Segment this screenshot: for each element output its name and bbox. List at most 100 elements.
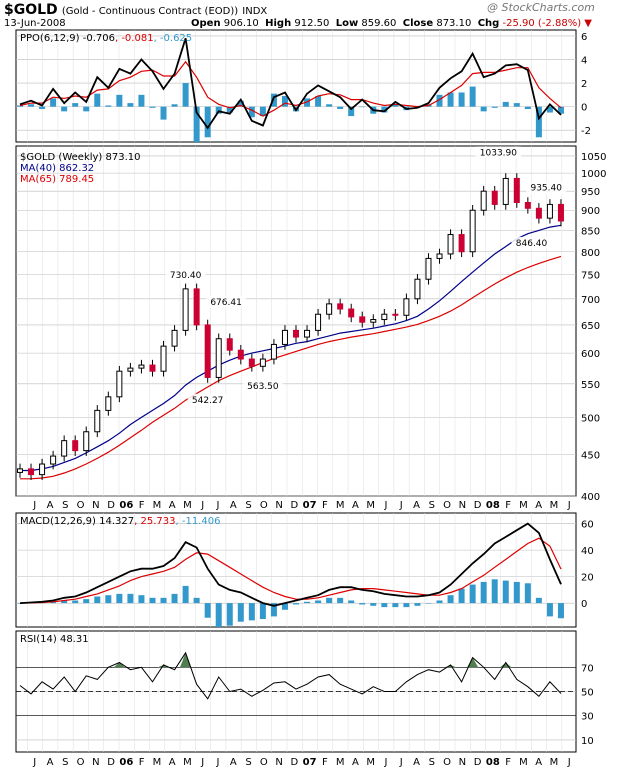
candle-body <box>193 288 200 326</box>
x-tick-label: S <box>429 500 435 511</box>
candle-body <box>425 257 432 280</box>
x-tick-label: J <box>399 757 403 768</box>
ppo-hist-bar <box>248 106 255 118</box>
macd-hist-bar <box>546 603 553 617</box>
price-annotation: 730.40 <box>170 271 202 281</box>
x-tick-label: F <box>139 500 145 511</box>
candle-body <box>171 329 178 347</box>
ppo-hist-bar <box>535 106 542 138</box>
x-tick-label: A <box>169 757 176 768</box>
x-tick-label: M <box>336 500 345 511</box>
x-tick-label: M <box>519 500 528 511</box>
candle-body <box>94 409 101 433</box>
macd-hist-bar <box>281 603 288 610</box>
annotation-bg <box>526 181 567 194</box>
ppo-hist-bar <box>326 104 333 107</box>
ppo-hist-bar <box>204 106 211 138</box>
x-tick-label: M <box>366 757 375 768</box>
candle-body <box>17 468 23 473</box>
macd-hist-bar <box>337 597 344 604</box>
macd-hist-bar <box>491 579 498 604</box>
rsi-overbought-fill <box>180 652 192 668</box>
candle-body <box>215 338 222 378</box>
ppo-hist-bar <box>17 105 23 107</box>
x-tick-label: O <box>443 500 451 511</box>
ppo-hist-bar <box>171 104 178 107</box>
ppo-hist-bar <box>546 106 553 113</box>
close-label: Close <box>402 18 434 29</box>
ppo-hist-bar <box>491 106 498 108</box>
x-tick-label: A <box>413 500 420 511</box>
open-label: Open <box>191 18 221 29</box>
candle-body <box>381 313 388 321</box>
ppo-hist-bar <box>557 106 564 114</box>
x-tick-label: A <box>352 500 359 511</box>
x-tick-label: S <box>62 757 68 768</box>
candle-body <box>270 343 277 360</box>
macd-hist-bar <box>403 603 410 608</box>
annotation-bg <box>206 295 247 308</box>
x-tick-label: A <box>535 500 542 511</box>
x-tick-label: D <box>290 757 298 768</box>
ppo-hist-bar <box>480 106 487 112</box>
ppo-hist-bar <box>469 86 476 107</box>
ppo-hist-bar <box>182 83 189 107</box>
candle-body <box>447 234 454 255</box>
x-tick-label: J <box>216 500 220 511</box>
y-tick-label: 1000 <box>581 169 606 180</box>
x-tick-label: F <box>505 500 511 511</box>
ppo-hist-bar <box>392 104 399 107</box>
candle-body <box>392 313 399 316</box>
macd-hist-bar <box>513 581 520 604</box>
x-tick-label: M <box>336 757 345 768</box>
macd-hist-bar <box>469 584 476 604</box>
macd-hist-bar <box>480 581 487 604</box>
x-tick-label: A <box>47 757 54 768</box>
x-tick-label: 06 <box>119 757 133 768</box>
macd-hist-bar <box>83 599 90 604</box>
annotation-bg <box>475 146 522 159</box>
macd-hist-bar <box>17 603 23 604</box>
y-tick-label: 4 <box>581 55 587 66</box>
price-annotation: 1033.90 <box>480 148 517 158</box>
y-tick-label: 650 <box>581 321 600 332</box>
macd-hist-bar <box>370 603 377 606</box>
ma-legend-item: MA(65) 789.45 <box>20 174 94 185</box>
x-tick-label: D <box>290 500 298 511</box>
macd-hist-bar <box>215 603 222 627</box>
chg-value: -25.90 (-2.88%) <box>502 18 582 29</box>
macd-hist-bar <box>204 603 211 618</box>
ppo-hist-bar <box>116 94 123 107</box>
chg-down-icon: ▼ <box>584 18 592 29</box>
x-tick-label: S <box>245 757 251 768</box>
rsi-legend: RSI(14) 48.31 <box>20 634 89 645</box>
candle-body <box>337 303 344 310</box>
x-tick-label: M <box>550 500 559 511</box>
x-tick-label: J <box>383 757 387 768</box>
ppo-hist-bar <box>61 106 68 112</box>
candle-body <box>61 440 68 457</box>
y-tick-label: 10 <box>581 736 594 747</box>
ppo-hist-bar <box>381 106 388 113</box>
x-tick-label: J <box>399 500 403 511</box>
candle-body <box>414 278 421 300</box>
x-tick-label: J <box>567 500 571 511</box>
x-tick-label: S <box>62 500 68 511</box>
candle-body <box>293 329 299 338</box>
macd-hist-bar <box>270 603 277 617</box>
candle-body <box>326 303 333 315</box>
ppo-hist-bar <box>281 96 288 107</box>
ohlc-readout: Open 906.10 High 912.50 Low 859.60 Close… <box>191 18 592 29</box>
x-tick-label: D <box>474 757 482 768</box>
candle-body <box>469 209 476 253</box>
macd-hist-bar <box>447 595 454 604</box>
candle-body <box>513 177 520 204</box>
x-tick-label: J <box>200 757 204 768</box>
x-tick-label: J <box>216 757 220 768</box>
annotation-bg <box>165 268 206 281</box>
y-tick-label: 900 <box>581 206 600 217</box>
x-tick-label: J <box>32 500 36 511</box>
ppo-hist-bar <box>149 106 156 108</box>
ppo-hist-bar <box>270 93 277 107</box>
